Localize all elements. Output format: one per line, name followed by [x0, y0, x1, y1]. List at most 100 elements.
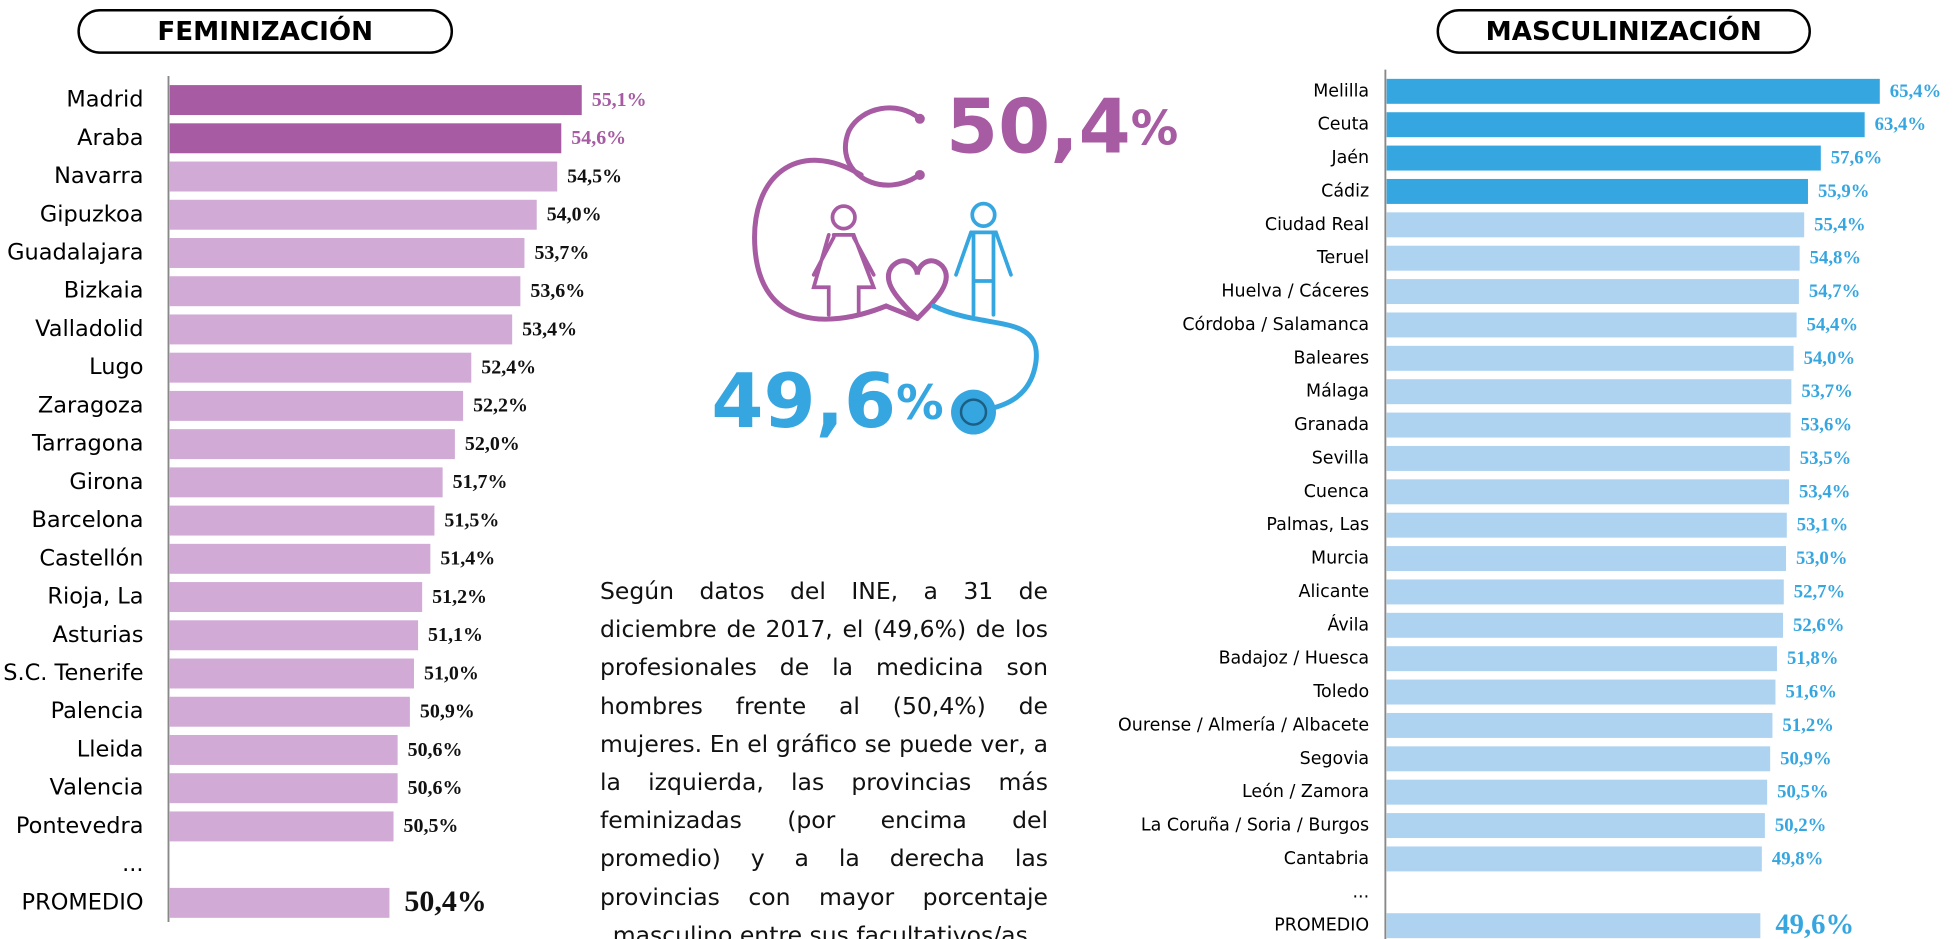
value-label: 51,8%: [1787, 648, 1838, 669]
bar: [169, 161, 558, 192]
bar: [169, 505, 435, 536]
bar: [1386, 212, 1805, 238]
chart-title: MASCULINIZACIÓN: [1486, 15, 1762, 47]
category-label: Girona: [69, 469, 143, 495]
ear-tip: [914, 169, 925, 180]
title-box: [1436, 8, 1811, 54]
bar: [169, 314, 513, 345]
bar: [169, 620, 419, 651]
category-label: Valencia: [50, 775, 144, 801]
value-label: 50,6%: [408, 739, 463, 761]
category-label: Castellón: [39, 545, 143, 571]
bar: [1386, 145, 1821, 171]
stethoscope-tube: [752, 157, 920, 322]
category-label: León / Zamora: [1242, 782, 1369, 802]
value-label: 51,2%: [1782, 715, 1833, 736]
value-label: 54,6%: [571, 127, 626, 149]
bar: [169, 352, 472, 383]
value-label: 51,2%: [432, 586, 487, 608]
bar: [169, 238, 525, 268]
bar: [1386, 512, 1787, 538]
category-label: Madrid: [66, 87, 143, 113]
bar: [169, 276, 521, 307]
value-label: 49,6%: [1775, 909, 1854, 939]
category-label: Huelva / Cáceres: [1221, 282, 1369, 302]
value-label: 55,4%: [1814, 214, 1865, 235]
category-label: Gipuzkoa: [40, 201, 144, 227]
bar: [1386, 112, 1865, 138]
category-label: S.C. Tenerife: [3, 660, 143, 686]
value-label: 49,8%: [1772, 848, 1823, 869]
chart-title: FEMINIZACIÓN: [157, 15, 373, 47]
bar: [169, 85, 582, 116]
value-label: 50,9%: [420, 701, 475, 723]
value-label: 57,6%: [1831, 148, 1882, 169]
bar: [169, 658, 414, 689]
category-label: Granada: [1294, 415, 1369, 435]
bar: [169, 390, 464, 421]
category-label: Melilla: [1313, 81, 1369, 101]
value-label: 52,0%: [465, 433, 520, 455]
infographic: [752, 105, 1039, 435]
value-label: 54,7%: [1809, 281, 1860, 302]
value-label: 53,4%: [522, 318, 577, 340]
bar: [169, 123, 562, 154]
bar: [169, 543, 431, 574]
bar: [1386, 279, 1799, 305]
bar: [1386, 546, 1787, 572]
bar: [169, 773, 398, 804]
value-label: 53,7%: [534, 242, 589, 264]
bar: [169, 467, 443, 498]
bar: [1386, 345, 1794, 371]
bar: [1386, 646, 1777, 672]
value-label: 51,7%: [453, 471, 508, 493]
value-label: 50,5%: [404, 815, 459, 837]
value-label: 50,9%: [1780, 748, 1831, 769]
female-share: 50,4%: [946, 82, 1178, 170]
bar: [1386, 445, 1790, 471]
bar: [1386, 813, 1765, 839]
value-label: 53,6%: [1801, 415, 1852, 436]
bar: [1386, 712, 1773, 738]
female-body: [811, 232, 877, 317]
value-label: 52,7%: [1794, 581, 1845, 602]
ear-tip: [914, 113, 925, 124]
bar: [1386, 379, 1792, 405]
stethoscope-tube: [931, 303, 1039, 413]
bar: [1386, 579, 1784, 605]
category-label: Cantabria: [1284, 849, 1369, 869]
value-label: 53,0%: [1796, 548, 1847, 569]
bar: [169, 887, 390, 918]
category-label: PROMEDIO: [1274, 916, 1369, 936]
category-label: Araba: [77, 125, 143, 151]
category-label: Ávila: [1327, 613, 1369, 635]
bar: [1386, 679, 1776, 705]
bar: [1386, 612, 1784, 638]
value-label: 51,1%: [428, 624, 483, 646]
value-label: 54,8%: [1810, 248, 1861, 269]
category-label: Baleares: [1293, 348, 1369, 368]
value-label: 50,2%: [1775, 815, 1826, 836]
category-label: Ciudad Real: [1265, 215, 1369, 235]
category-label: ...: [122, 851, 143, 877]
category-label: Málaga: [1306, 382, 1369, 402]
bar: [169, 582, 423, 613]
stethoscope-ear: [842, 105, 923, 188]
value-label: 53,1%: [1797, 515, 1848, 536]
value-label: 52,6%: [1793, 615, 1844, 636]
value-label: 52,4%: [481, 356, 536, 378]
value-label: 51,6%: [1785, 682, 1836, 703]
bar: [1386, 479, 1790, 505]
category-label: Ourense / Almería / Albacete: [1118, 715, 1369, 735]
category-label: Tarragona: [31, 431, 144, 457]
value-label: 54,0%: [547, 204, 602, 226]
category-label: Toledo: [1312, 682, 1369, 702]
female-head: [830, 204, 857, 231]
category-label: Teruel: [1316, 248, 1369, 268]
category-label: Cádiz: [1321, 181, 1369, 201]
category-label: Sevilla: [1312, 448, 1369, 468]
bar: [1386, 78, 1880, 104]
category-label: Guadalajara: [7, 239, 143, 265]
bar: [1386, 779, 1768, 805]
